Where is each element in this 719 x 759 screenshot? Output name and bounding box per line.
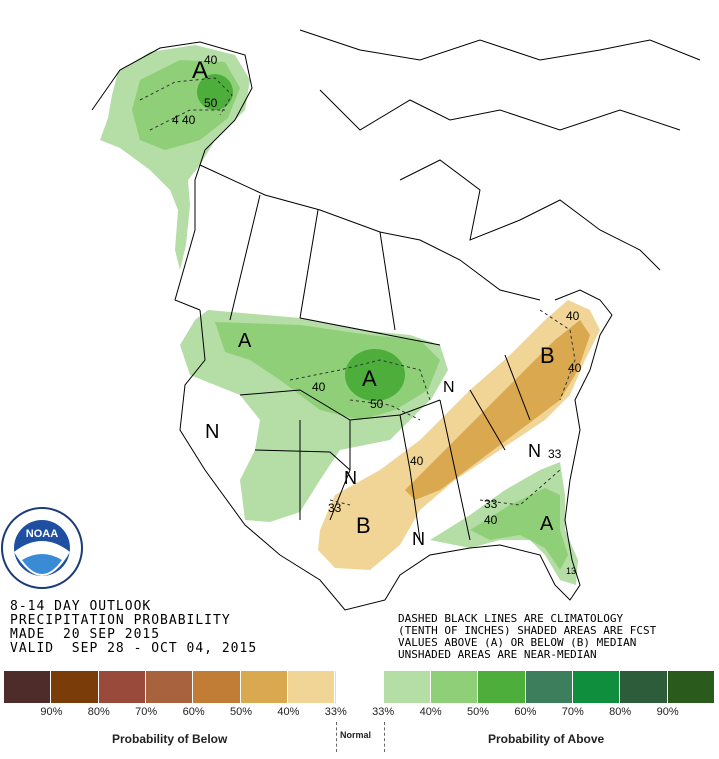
legend-swatch [667,671,715,703]
legend-swatch [335,671,384,703]
noaa-logo: NOAA [1,507,83,589]
ne-B-label: B [540,343,555,368]
note-line-3: VALUES ABOVE (A) OR BELOW (B) MEDIAN [398,636,637,649]
legend-color-bar [4,671,715,703]
legend-percent: 33% [324,706,347,718]
legend-percent: 33% [372,706,395,718]
tx-33-label: 33 [328,501,342,515]
legend-percent: 40% [277,706,300,718]
alaska-40b-label: 40 [182,113,196,127]
alaska-A-label: A [192,57,208,84]
alaska-50-label: 50 [204,96,218,110]
legend-swatch [383,671,431,703]
climatology-lines [139,77,576,506]
legend-above-label: Probability of Above [488,732,605,746]
legend-percent: 80% [87,706,110,718]
plains-A-label: A [362,366,377,391]
legend-swatch [240,671,288,703]
noaa-logo-text: NOAA [26,528,58,540]
legend-percent: 50% [466,706,490,718]
legend-percent: 70% [561,706,584,718]
legend-swatch [478,671,526,703]
outlook-subtitle: PRECIPITATION PROBABILITY [10,613,231,628]
map-outlines [91,29,701,611]
legend-below-label: Probability of Below [112,732,228,746]
ne-40a-label: 40 [566,309,580,323]
legend-normal-label: Normal [340,730,372,740]
outlook-title: 8-14 DAY OUTLOOK [10,599,152,614]
legend-swatch [430,671,479,703]
legend-percent-row: 90% 80% 70% 60% 50% 40% 33% 33% 40% 50% 60% 70% 80% 9… [4,706,715,720]
legend-normal-divider-right [384,722,385,752]
note-line-4: UNSHADED AREAS ARE NEAR-MEDIAN [398,648,597,661]
legend-swatch [620,671,668,703]
legend-percent: 90% [40,706,63,718]
se-33a-label: 33 [548,447,562,461]
note-line-2: (TENTH OF INCHES) SHADED AREAS ARE FCST [398,624,657,637]
legend-swatch [98,671,146,703]
glakes-N-label: N [443,379,455,396]
legend-swatch [525,671,573,703]
legend-swatch [51,671,99,703]
note-line-1: DASHED BLACK LINES ARE CLIMATOLOGY [398,612,624,625]
mid-40-label: 40 [410,454,424,468]
legend-percent: 40% [419,706,442,718]
se-40-label: 40 [484,513,498,527]
legend-swatch [193,671,241,703]
made-date: MADE 20 SEP 2015 [10,627,161,642]
map-labels: A 40 50 40 4 A A 40 50 N N B 33 N B 40 4… [172,53,582,576]
legend-percent: 50% [229,706,253,718]
west-N-label: N [205,421,219,443]
alaska-40-label: 40 [204,53,218,67]
below-region [318,300,600,570]
legend-percent: 70% [135,706,158,718]
legend-percent: 60% [182,706,205,718]
legend-swatch [145,671,194,703]
se-A-label: A [540,513,554,535]
plains-40-label: 40 [312,380,326,394]
legend-percent: 90% [656,706,679,718]
plains-50-label: 50 [370,397,384,411]
legend-percent: 80% [609,706,632,718]
north-A-label: A [238,330,252,352]
fl-13-label: 13 [566,566,576,576]
legend-normal-divider-left [336,722,337,752]
legend-swatch [287,671,336,703]
legend-swatch [572,671,621,703]
alaska-above-region [100,45,250,270]
legend-percent: 60% [514,706,537,718]
tx-B-label: B [356,513,371,538]
ne-40b-label: 40 [568,361,582,375]
se-N-label: N [528,441,541,461]
southeast-above-region [430,462,578,585]
valid-dates: VALID SEP 28 - OCT 04, 2015 [10,641,258,656]
se-33b-label: 33 [484,497,498,511]
precipitation-outlook-map: A 40 50 40 4 A A 40 50 N N B 33 N B 40 4… [1,29,701,611]
tx-N-label: N [344,468,357,488]
alaska-4-label: 4 [172,113,179,127]
legend-swatch [4,671,52,703]
gulf-N-label: N [412,529,425,549]
